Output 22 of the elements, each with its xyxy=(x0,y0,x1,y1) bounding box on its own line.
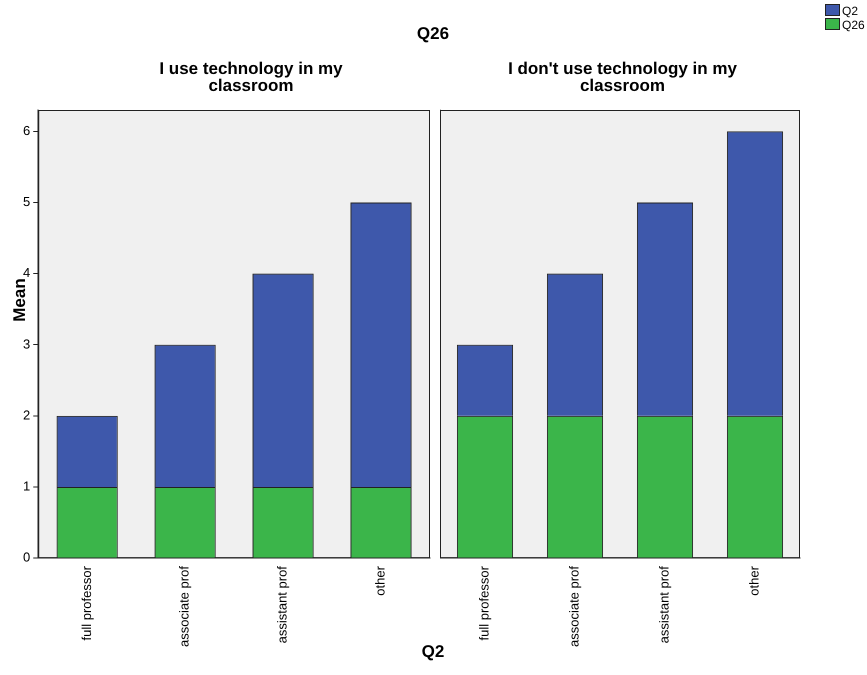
y-tick-label: 3 xyxy=(22,336,30,352)
x-tick-label: associate prof xyxy=(566,566,582,648)
x-tick-label: associate prof xyxy=(176,566,192,648)
y-tick-label: 2 xyxy=(22,407,30,422)
chart-title: I don't use technology in my classroom xyxy=(507,59,738,95)
legend-label: Q26 xyxy=(842,18,865,32)
y-tick-label: 5 xyxy=(22,194,30,210)
legend-label: Q2 xyxy=(842,4,858,18)
y-tick-label: 6 xyxy=(22,122,30,138)
chart-title: I use technology in my classroom xyxy=(158,59,344,95)
y-tick-label: 0 xyxy=(22,550,30,565)
x-tick-label: assistant prof xyxy=(656,566,672,644)
y-axis-title: Mean xyxy=(10,278,29,322)
x-tick-label: other xyxy=(746,565,762,596)
x-tick-label: full professor xyxy=(78,565,94,640)
x-tick-label: full professor xyxy=(476,565,492,640)
text: Q26 xyxy=(416,24,450,44)
y-tick-label: 1 xyxy=(22,478,30,494)
x-tick-label: assistant prof xyxy=(274,566,290,644)
x-tick-label: other xyxy=(372,565,388,596)
x-axis-title: Q2 xyxy=(420,642,446,662)
y-tick-label: 4 xyxy=(22,265,30,280)
